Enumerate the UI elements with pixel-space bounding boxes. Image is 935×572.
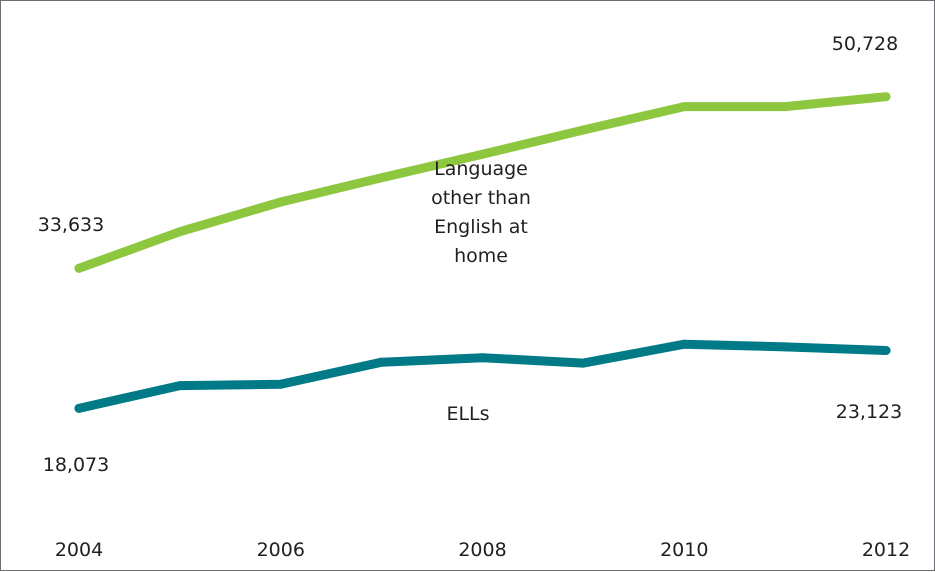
label-layer: 33,633 50,728 Language other than English at… — [38, 33, 902, 476]
start-value-label: 18,073 — [43, 454, 109, 476]
x-axis: 2004 2006 2008 2010 2012 — [55, 539, 910, 561]
x-tick-label: 2004 — [55, 539, 103, 561]
data-point-1-2 — [276, 379, 286, 389]
data-point-0-2 — [276, 197, 286, 207]
x-tick-label: 2010 — [660, 539, 708, 561]
x-tick-label: 2006 — [257, 539, 305, 561]
series-label-line: Language — [434, 158, 528, 180]
data-point-1-8 — [881, 346, 891, 355]
data-point-1-5 — [578, 358, 588, 368]
data-point-1-4 — [478, 353, 487, 363]
series-label-line: home — [454, 245, 508, 267]
data-point-1-1 — [175, 381, 185, 391]
data-point-0-4 — [478, 149, 487, 159]
data-point-1-7 — [780, 342, 790, 352]
x-tick-label: 2008 — [458, 539, 506, 561]
data-point-1-3 — [377, 357, 387, 367]
series-label-line: English at — [434, 216, 528, 238]
data-point-0-3 — [377, 173, 387, 183]
data-point-1-6 — [679, 339, 689, 349]
series-label-line: other than — [431, 187, 531, 209]
data-point-0-6 — [679, 102, 689, 112]
data-point-0-0 — [74, 263, 84, 273]
data-point-1-0 — [74, 403, 84, 413]
data-point-0-1 — [175, 227, 185, 237]
start-value-label: 33,633 — [38, 214, 104, 236]
data-point-0-5 — [578, 125, 588, 135]
series-line-0 — [74, 92, 891, 273]
x-tick-label: 2012 — [862, 539, 910, 561]
data-point-0-7 — [780, 102, 790, 112]
data-point-0-8 — [881, 92, 891, 102]
series-label-line: ELLs — [446, 403, 489, 425]
series-layer — [74, 92, 891, 413]
end-value-label: 23,123 — [836, 401, 902, 423]
end-value-label: 50,728 — [832, 33, 898, 55]
